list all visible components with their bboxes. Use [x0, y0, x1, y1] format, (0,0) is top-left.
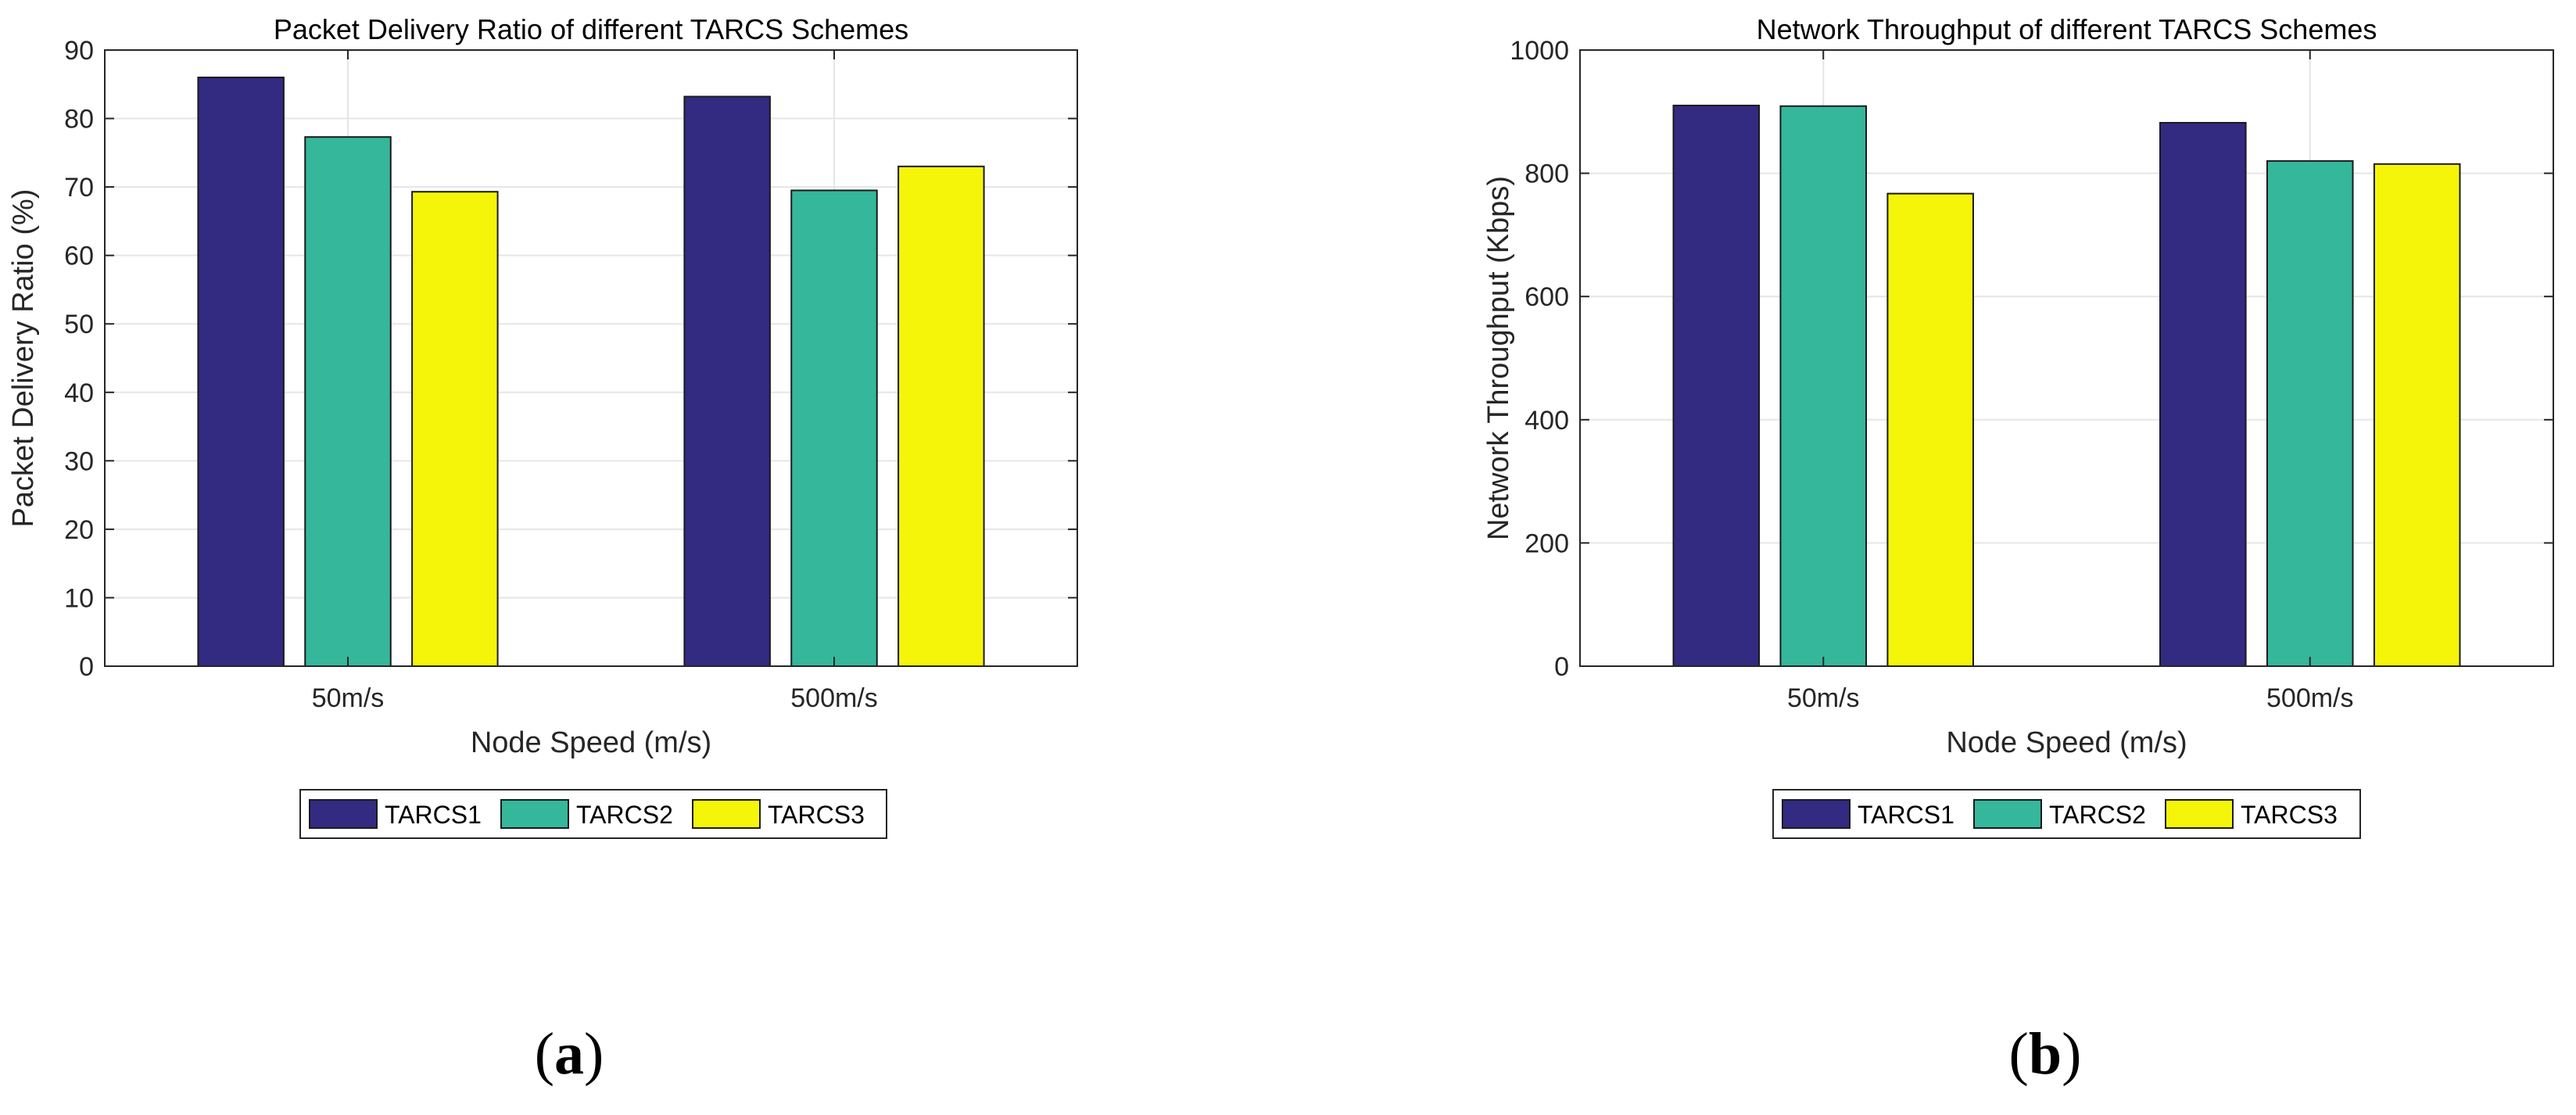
- y-axis-label: Network Throughput (Kbps): [1482, 176, 1515, 540]
- bar-tarcs2-2: [2266, 160, 2354, 667]
- y-tick-label: 0: [1554, 652, 1569, 682]
- y-tick-label: 10: [64, 583, 94, 613]
- axes-box: [1579, 49, 2554, 667]
- x-axis-label: Node Speed (m/s): [1946, 726, 2187, 759]
- panel-caption-b: (b): [2008, 1021, 2082, 1087]
- legend-box: [299, 789, 887, 839]
- y-tick-label: 40: [64, 378, 94, 408]
- panel-caption-a: (a): [534, 1021, 604, 1087]
- chart-title: Network Throughput of different TARCS Sc…: [1757, 13, 2377, 45]
- y-tick-label: 0: [79, 652, 94, 682]
- y-tick-label: 30: [64, 446, 94, 476]
- legend-label-tarcs1: TARCS1: [385, 801, 482, 829]
- bar-tarcs1-2: [683, 95, 771, 667]
- y-tick-label: 50: [64, 310, 94, 339]
- bar-tarcs3-2: [2373, 163, 2461, 667]
- x-tick-label: 50m/s: [1787, 683, 1860, 713]
- legend-swatch-tarcs3: [692, 799, 761, 829]
- y-tick-label: 600: [1524, 282, 1569, 312]
- legend-label-tarcs1: TARCS1: [1858, 801, 1954, 829]
- legend-label-tarcs2: TARCS2: [2049, 801, 2146, 829]
- bar-tarcs3-1: [411, 191, 499, 668]
- legend-swatch-tarcs2: [1973, 799, 2042, 829]
- legend-swatch-tarcs1: [309, 799, 378, 829]
- bar-tarcs2-1: [304, 136, 392, 667]
- y-tick-label: 20: [64, 515, 94, 545]
- chart-title: Packet Delivery Ratio of different TARCS…: [274, 13, 908, 45]
- legend: TARCS1 TARCS2 TARCS3: [299, 789, 887, 839]
- y-tick-label: 800: [1524, 160, 1569, 189]
- legend-swatch-tarcs3: [2165, 799, 2234, 829]
- y-tick-label: 60: [64, 242, 94, 271]
- y-tick-label: 1000: [1510, 36, 1569, 66]
- y-tick-label: 200: [1524, 529, 1569, 558]
- y-tick-label: 400: [1524, 406, 1569, 436]
- panel-caption-a-letter: a: [554, 1021, 584, 1087]
- legend-label-tarcs3: TARCS3: [2241, 801, 2338, 829]
- bar-tarcs1-2: [2159, 121, 2247, 667]
- y-tick-label: 70: [64, 173, 94, 203]
- legend-swatch-tarcs1: [1782, 799, 1850, 829]
- y-axis-label: Packet Delivery Ratio (%): [7, 189, 40, 528]
- y-tick-label: 80: [64, 105, 94, 134]
- legend-box: [1772, 789, 2361, 839]
- x-tick-label: 500m/s: [2266, 683, 2354, 713]
- bar-tarcs1-1: [1672, 104, 1761, 668]
- panel-caption-b-letter: b: [2028, 1021, 2062, 1087]
- x-tick-label: 500m/s: [790, 683, 878, 713]
- legend-label-tarcs2: TARCS2: [576, 801, 673, 829]
- legend: TARCS1 TARCS2 TARCS3: [1772, 789, 2361, 839]
- bar-tarcs3-1: [1886, 192, 1974, 667]
- legend-swatch-tarcs2: [500, 799, 569, 829]
- bar-tarcs1-1: [197, 77, 285, 668]
- axes-box: [104, 49, 1078, 667]
- bar-tarcs2-1: [1779, 105, 1868, 667]
- x-tick-label: 50m/s: [312, 683, 385, 713]
- x-axis-label: Node Speed (m/s): [471, 726, 711, 759]
- y-tick-label: 90: [64, 36, 94, 66]
- legend-label-tarcs3: TARCS3: [768, 801, 865, 829]
